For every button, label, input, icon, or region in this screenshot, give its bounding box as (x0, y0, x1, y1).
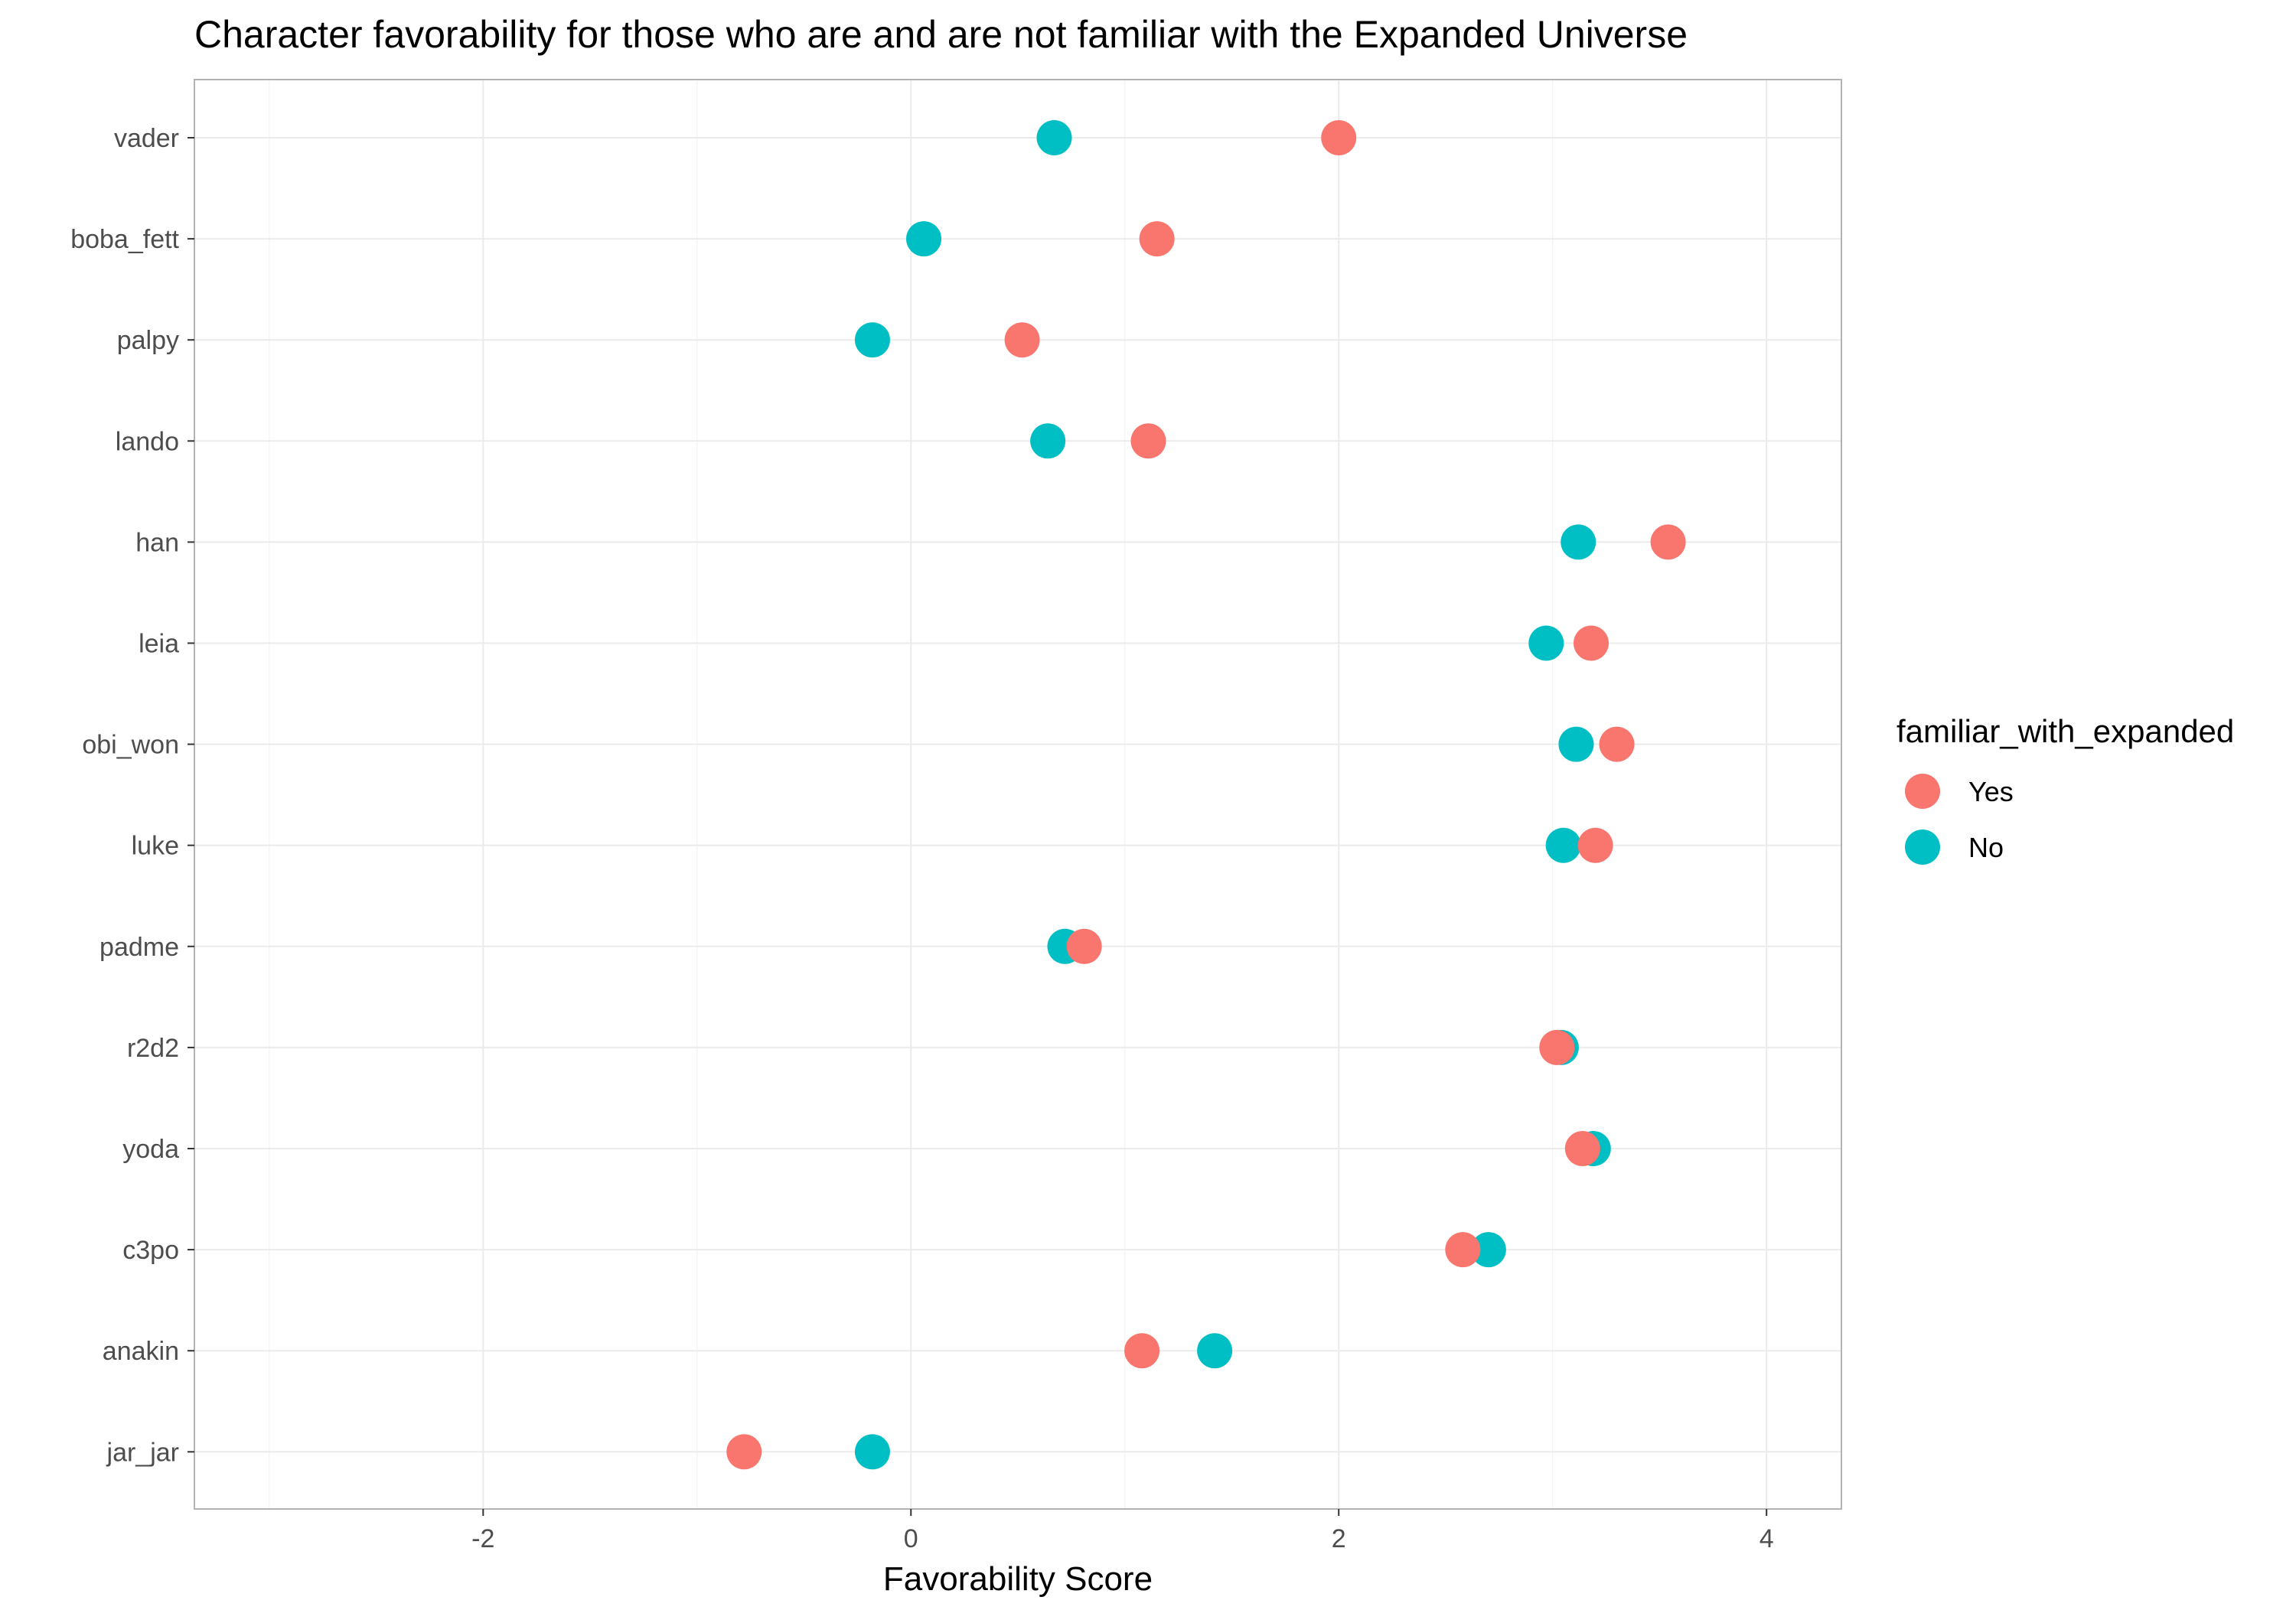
point-yes-yoda (1564, 1131, 1600, 1166)
legend-label-yes: Yes (1968, 776, 2014, 807)
point-yes-anakin (1124, 1333, 1160, 1369)
point-yes-r2d2 (1539, 1029, 1575, 1065)
y-tick-label-han: han (135, 528, 179, 557)
point-no-obi_won (1558, 726, 1594, 762)
point-yes-palpy (1004, 322, 1040, 358)
point-no-lando (1030, 423, 1066, 459)
y-tick-label-c3po: c3po (122, 1236, 179, 1265)
legend-title: familiar_with_expanded (1896, 713, 2234, 749)
point-no-han (1561, 524, 1596, 560)
y-tick-label-obi_won: obi_won (82, 731, 179, 760)
x-tick-label: 0 (904, 1524, 918, 1553)
point-yes-obi_won (1599, 726, 1635, 762)
point-yes-lando (1130, 423, 1166, 459)
panel-border (194, 79, 1842, 1510)
x-axis-title: Favorability Score (883, 1560, 1153, 1598)
point-no-vader (1036, 120, 1072, 155)
legend-key-no (1905, 829, 1940, 865)
point-yes-jar_jar (726, 1434, 762, 1470)
point-no-jar_jar (854, 1434, 890, 1470)
y-tick-label-r2d2: r2d2 (127, 1034, 179, 1063)
x-tick-label: 4 (1760, 1524, 1774, 1553)
point-no-c3po (1470, 1232, 1506, 1268)
legend: familiar_with_expanded Yes No (1896, 713, 2234, 865)
y-tick-label-palpy: palpy (117, 326, 179, 355)
point-no-palpy (854, 322, 890, 358)
y-tick-label-vader: vader (114, 124, 179, 153)
y-tick-label-anakin: anakin (103, 1337, 179, 1366)
y-tick-label-luke: luke (132, 832, 179, 861)
y-tick-label-jar_jar: jar_jar (106, 1438, 179, 1467)
legend-label-no: No (1968, 832, 2004, 863)
x-tick-label: 2 (1332, 1524, 1346, 1553)
point-no-leia (1528, 625, 1564, 661)
point-yes-luke (1577, 827, 1613, 863)
x-tick-label: -2 (471, 1524, 494, 1553)
data-points (726, 120, 1686, 1470)
point-no-anakin (1197, 1333, 1233, 1369)
point-yes-padme (1066, 928, 1102, 964)
legend-key-yes (1905, 774, 1940, 809)
point-yes-leia (1574, 625, 1609, 661)
y-tick-label-yoda: yoda (122, 1135, 179, 1164)
y-tick-label-boba_fett: boba_fett (70, 225, 179, 254)
point-no-luke (1545, 827, 1581, 863)
point-yes-boba_fett (1139, 221, 1175, 257)
point-no-boba_fett (906, 221, 942, 257)
y-tick-label-leia: leia (139, 630, 179, 659)
y-tick-label-lando: lando (116, 427, 179, 456)
point-yes-vader (1321, 120, 1357, 155)
point-yes-han (1650, 524, 1686, 560)
y-tick-label-padme: padme (99, 933, 179, 962)
chart-title: Character favorability for those who are… (194, 13, 1688, 56)
point-yes-c3po (1445, 1232, 1481, 1268)
